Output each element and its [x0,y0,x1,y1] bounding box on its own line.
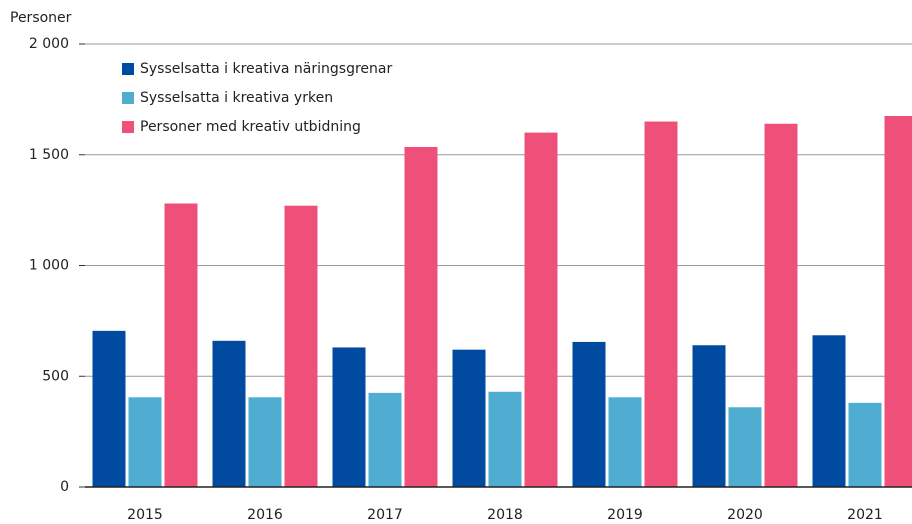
bar [164,203,198,488]
y-tick-label: 500 [42,368,69,384]
bar [368,392,402,487]
y-tick-label: 2 000 [29,36,69,52]
legend-swatch [122,121,134,133]
y-tick-label: 0 [60,479,69,495]
bar [572,341,606,487]
legend-label: Personer med kreativ utbidning [140,119,361,135]
bar [728,407,762,487]
x-tick-label: 2015 [127,507,163,523]
bar [812,335,846,487]
bar [284,205,318,487]
bar [92,330,126,487]
bar [884,115,912,488]
legend-label: Sysselsatta i kreativa näringsgrenar [140,61,392,77]
bar [212,340,246,487]
y-tick-label: 1 500 [29,147,69,163]
x-tick-label: 2019 [607,507,643,523]
bar [608,397,642,487]
y-axis-label: Personer [10,10,72,26]
x-tick-label: 2016 [247,507,283,523]
legend-label: Sysselsatta i kreativa yrken [140,90,333,106]
bar [524,132,558,487]
x-tick-label: 2020 [727,507,763,523]
bar [488,391,522,487]
bar [644,121,678,488]
bar [332,347,366,487]
x-tick-label: 2018 [487,507,523,523]
bar [692,345,726,487]
x-tick-label: 2017 [367,507,403,523]
bar [764,123,798,488]
bar [128,397,162,487]
bar [404,146,438,487]
legend-swatch [122,63,134,75]
x-tick-label: 2021 [847,507,883,523]
y-tick-label: 1 000 [29,258,69,274]
legend-swatch [122,92,134,104]
bar [848,402,882,487]
bar [452,349,486,487]
bar [248,397,282,487]
